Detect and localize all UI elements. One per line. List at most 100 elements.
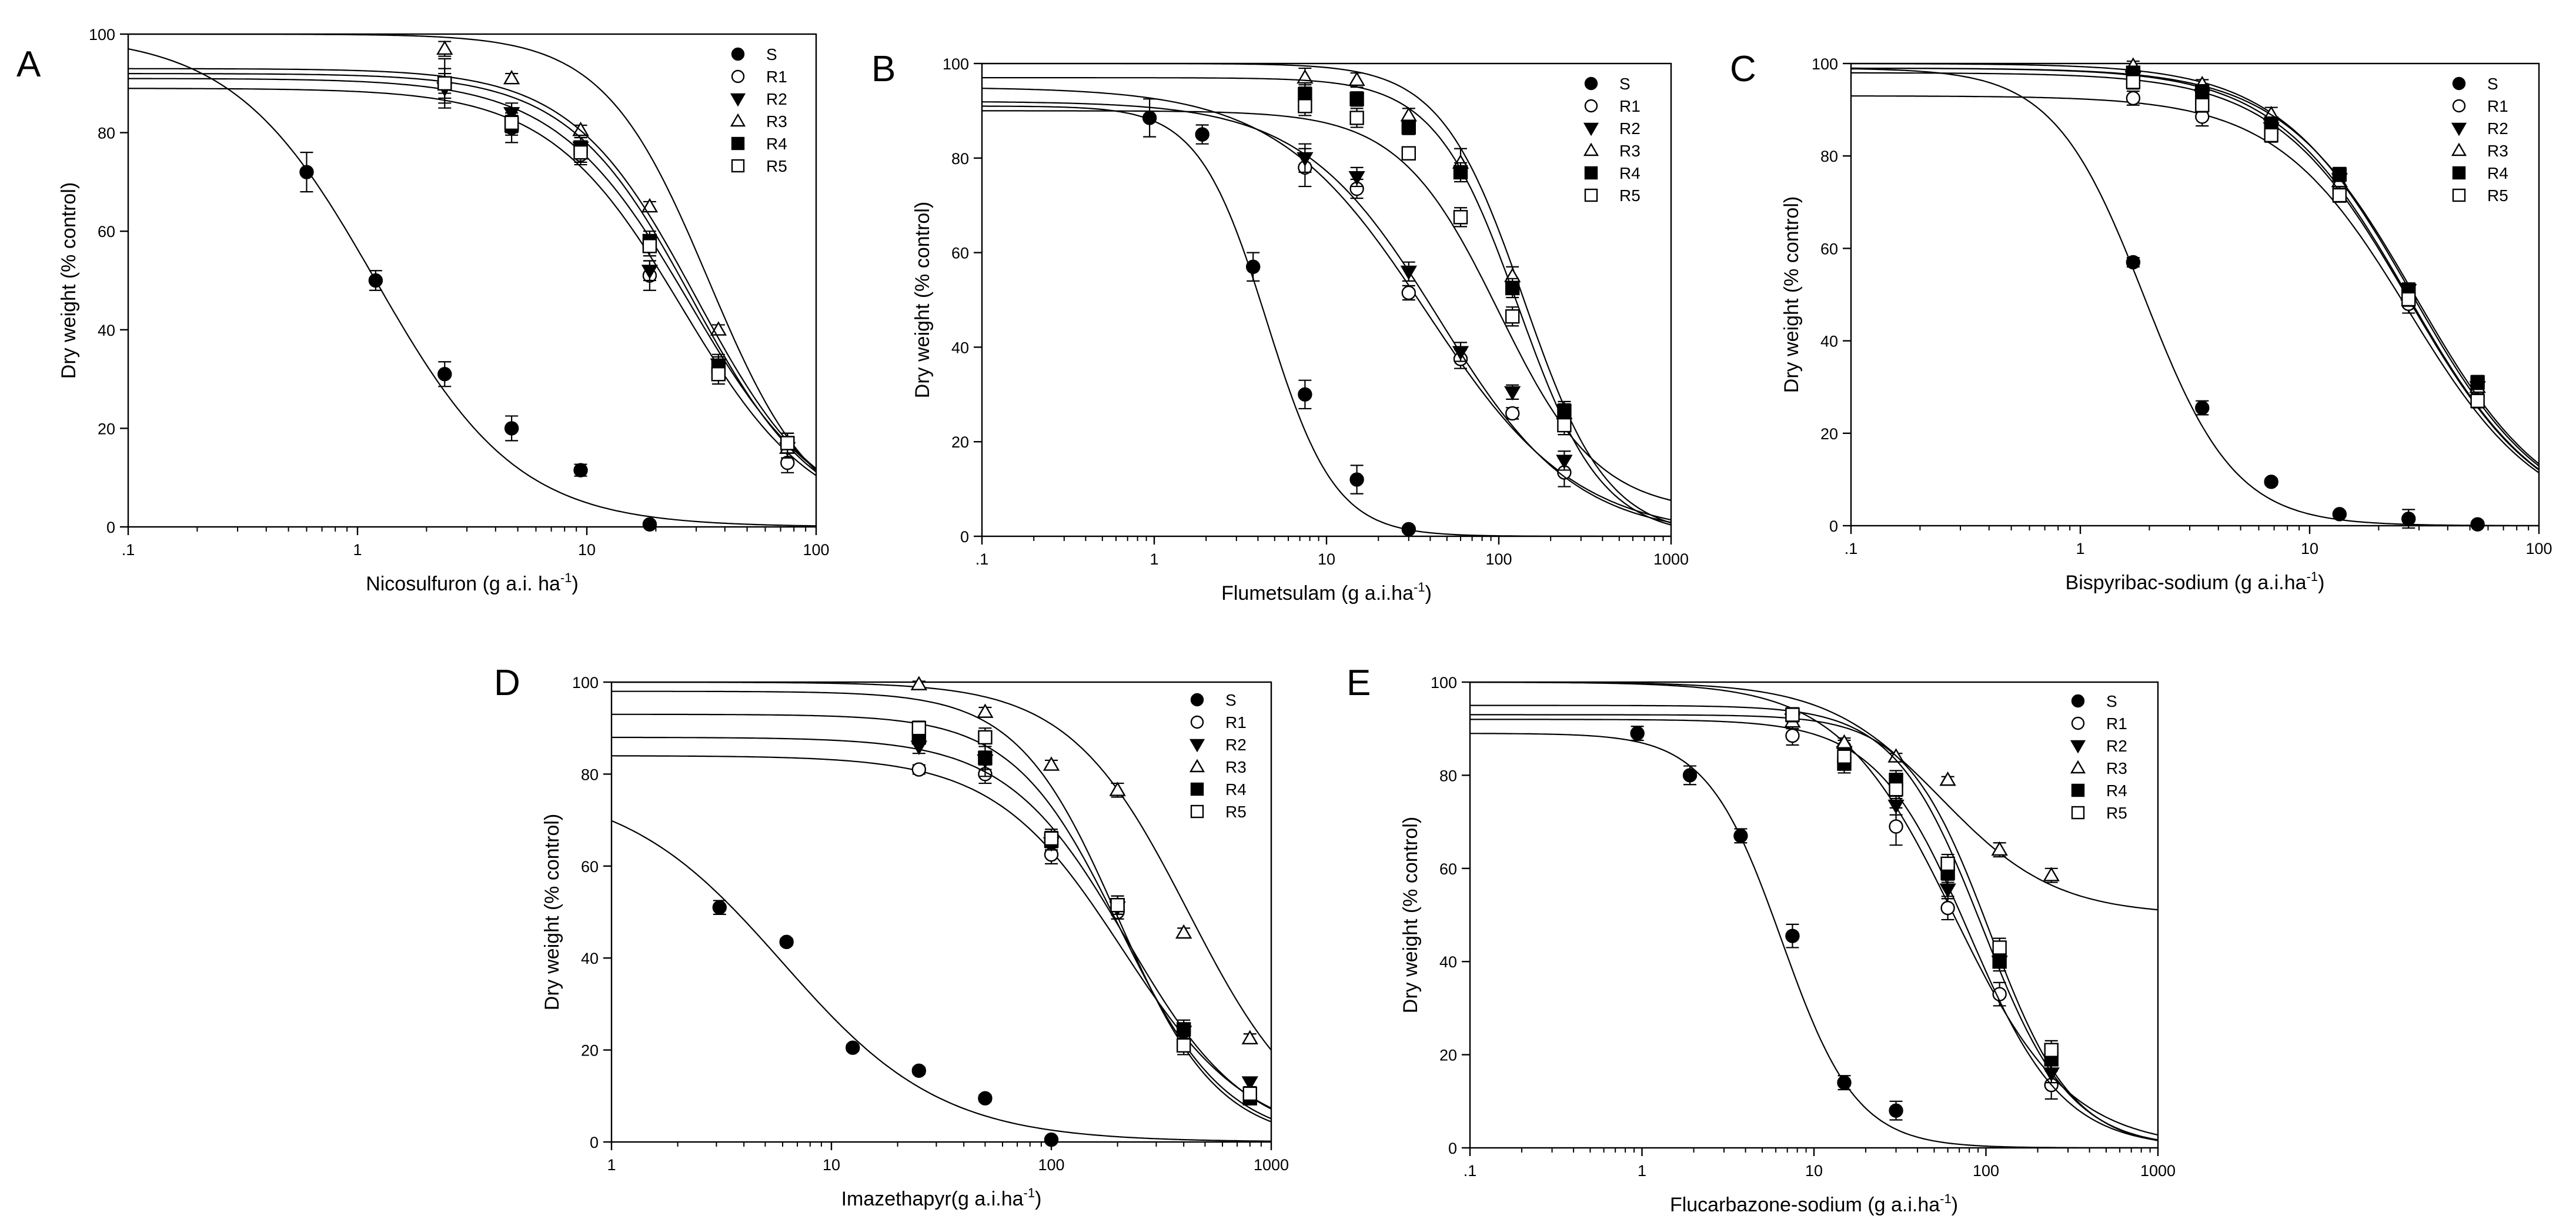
data-point xyxy=(2470,517,2485,532)
data-point xyxy=(1889,1103,1903,1118)
x-tick-label: 10 xyxy=(1318,550,1335,568)
legend-label: R1 xyxy=(1225,713,1247,732)
data-point xyxy=(572,121,589,136)
fit-curve xyxy=(1851,95,2539,473)
x-axis-title: Flumetsulam (g a.i.ha-1) xyxy=(1221,580,1432,605)
y-tick-label: 80 xyxy=(1820,148,1838,165)
data-point xyxy=(2401,512,2416,526)
y-tick-label: 80 xyxy=(581,766,599,783)
panel-letter: C xyxy=(1730,49,1756,89)
y-tick-label: 0 xyxy=(960,528,969,546)
data-point xyxy=(1349,111,1364,125)
fit-curve xyxy=(982,88,1671,521)
series-r5 xyxy=(612,690,1271,1123)
legend-label: R5 xyxy=(2106,804,2127,822)
legend-label: R4 xyxy=(2106,782,2127,800)
data-point xyxy=(2264,128,2278,143)
series-r5 xyxy=(1851,72,2539,471)
data-point xyxy=(1939,883,1956,898)
data-point xyxy=(1242,1086,1257,1101)
data-point xyxy=(1348,71,1365,86)
legend-marker xyxy=(1584,99,1598,113)
y-axis-title: Dry weight (% control) xyxy=(541,814,563,1010)
legend-label: R5 xyxy=(1619,186,1641,205)
series-r3 xyxy=(1470,682,2158,911)
legend-label: R2 xyxy=(2106,737,2127,755)
data-point xyxy=(1241,1030,1258,1045)
plot-frame xyxy=(127,33,817,528)
data-point xyxy=(437,76,452,91)
data-point xyxy=(1505,280,1520,296)
data-point xyxy=(2332,188,2347,203)
legend-label: R5 xyxy=(1225,803,1247,821)
y-tick-label: 0 xyxy=(590,1134,599,1151)
y-tick-label: 80 xyxy=(951,150,969,168)
data-point xyxy=(1887,799,1905,814)
fit-curve xyxy=(128,48,816,527)
legend-label: R1 xyxy=(2106,714,2127,733)
data-point xyxy=(910,676,928,690)
data-point xyxy=(2043,867,2060,881)
legend-marker xyxy=(1584,76,1598,91)
data-point xyxy=(2195,98,2210,112)
legend-marker xyxy=(1189,759,1205,773)
data-point xyxy=(1109,782,1126,796)
y-axis-title: Dry weight (% control) xyxy=(911,202,934,398)
data-point xyxy=(1453,165,1468,180)
y-tick-label: 60 xyxy=(1820,240,1838,258)
series-r5 xyxy=(1470,707,2158,1141)
data-point xyxy=(1110,898,1125,913)
legend-label: S xyxy=(2487,75,2498,93)
fit-curve xyxy=(612,682,1271,1051)
legend-label: R5 xyxy=(766,157,787,175)
data-point xyxy=(2044,1043,2059,1057)
fit-curve xyxy=(1851,67,2539,465)
legend-marker xyxy=(1189,739,1205,753)
data-point xyxy=(1453,210,1468,225)
fit-curve xyxy=(1470,733,2158,1148)
data-point xyxy=(1940,900,1955,916)
data-point xyxy=(1452,346,1469,360)
data-point xyxy=(2401,292,2416,307)
x-tick-label: 100 xyxy=(1038,1156,1064,1174)
legend-label: R3 xyxy=(2487,142,2508,160)
fit-curve xyxy=(612,820,1271,1142)
x-tick-label: 10 xyxy=(2301,540,2318,557)
data-point xyxy=(2332,167,2347,182)
y-tick-label: 20 xyxy=(1820,425,1838,443)
y-tick-label: 20 xyxy=(951,433,969,451)
y-tick-label: 60 xyxy=(98,223,115,241)
y-tick-label: 20 xyxy=(1439,1047,1457,1064)
legend-marker xyxy=(1583,122,1599,136)
y-tick-label: 40 xyxy=(1820,333,1838,350)
data-point xyxy=(1837,1075,1852,1090)
x-axis-title: Nicosulfuron (g a.i. ha-1) xyxy=(366,570,579,595)
legend-marker xyxy=(2070,760,2086,774)
data-point xyxy=(1682,768,1698,783)
data-point xyxy=(642,517,657,532)
legend-marker xyxy=(2452,76,2466,91)
data-point xyxy=(711,367,726,382)
legend-marker xyxy=(1584,188,1598,202)
legend-label: R5 xyxy=(2487,186,2508,205)
y-tick-label: 0 xyxy=(106,519,115,536)
legend-marker xyxy=(2451,122,2467,136)
y-tick-label: 100 xyxy=(943,55,969,73)
y-tick-label: 80 xyxy=(98,125,115,142)
data-point xyxy=(642,239,657,253)
y-tick-label: 100 xyxy=(1431,674,1457,692)
fit-curve xyxy=(1851,72,2539,471)
legend-label: R4 xyxy=(1619,164,1641,182)
data-point xyxy=(1401,285,1416,300)
data-point xyxy=(977,703,994,718)
x-tick-label: 1 xyxy=(2076,540,2084,557)
data-point xyxy=(2126,255,2141,270)
data-point xyxy=(779,934,794,950)
x-tick-label: 1 xyxy=(607,1156,616,1174)
plot-frame xyxy=(1850,62,2540,527)
data-point xyxy=(1241,1076,1258,1091)
legend-label: R2 xyxy=(1619,119,1641,138)
data-point xyxy=(1889,819,1903,834)
legend-marker xyxy=(730,113,746,127)
legend-label: S xyxy=(2106,692,2117,710)
